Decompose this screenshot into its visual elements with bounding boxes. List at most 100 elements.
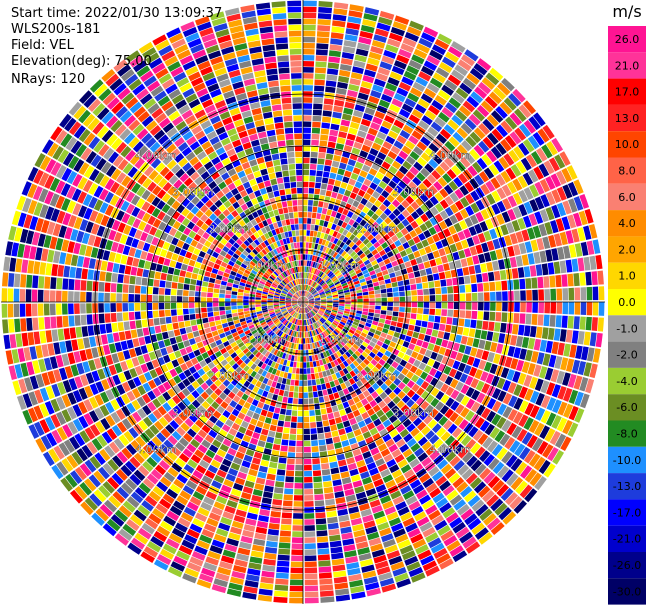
- range-gate: [303, 199, 308, 206]
- range-gate: [341, 439, 350, 448]
- range-gate: [280, 524, 292, 531]
- range-gate: [315, 219, 320, 226]
- range-gate: [371, 162, 381, 171]
- range-gate: [169, 260, 177, 268]
- range-gate: [477, 292, 484, 301]
- range-gate: [297, 350, 301, 356]
- range-gate: [443, 124, 456, 135]
- range-gate: [299, 332, 302, 338]
- range-gate: [191, 343, 199, 351]
- range-gate: [306, 292, 310, 298]
- range-gate: [225, 294, 231, 299]
- range-gate: [111, 273, 118, 283]
- range-gate: [255, 297, 261, 300]
- range-gate: [14, 318, 21, 333]
- range-gate: [481, 154, 493, 166]
- range-gate: [476, 273, 483, 283]
- range-gate: [315, 276, 319, 282]
- range-gate: [243, 293, 250, 297]
- range-gate: [114, 342, 123, 352]
- range-gate: [303, 115, 312, 121]
- range-gate: [354, 246, 361, 254]
- range-gate: [414, 325, 421, 333]
- range-gate: [515, 336, 524, 347]
- range-gate: [257, 594, 273, 602]
- range-gate: [561, 315, 568, 329]
- range-gate: [279, 530, 291, 537]
- range-gate: [183, 340, 191, 348]
- range-gate: [264, 552, 277, 560]
- range-gate: [327, 263, 333, 269]
- range-gate: [316, 31, 330, 38]
- range-gate: [393, 296, 400, 302]
- range-gate: [360, 227, 367, 235]
- range-gate: [220, 285, 227, 290]
- range-gate: [329, 216, 335, 223]
- range-gate: [316, 37, 330, 44]
- range-gate: [309, 286, 313, 292]
- range-gate: [541, 327, 549, 340]
- range-gate: [418, 182, 428, 193]
- range-gate: [116, 312, 123, 322]
- range-gate: [312, 236, 317, 243]
- range-gate: [181, 333, 189, 342]
- range-gate: [295, 368, 300, 374]
- range-gate: [359, 86, 371, 95]
- range-gate: [496, 291, 502, 301]
- range-gate: [405, 296, 412, 302]
- range-gate: [555, 274, 562, 288]
- range-gate: [390, 277, 397, 283]
- range-gate: [322, 246, 327, 253]
- range-gate: [327, 522, 339, 530]
- range-gate: [175, 261, 183, 270]
- range-gate: [345, 299, 351, 302]
- range-gate: [394, 270, 402, 277]
- range-gate: [317, 288, 323, 293]
- range-gate: [418, 71, 432, 82]
- range-gate: [517, 324, 525, 336]
- range-gate: [345, 231, 352, 239]
- range-gate: [303, 298, 308, 302]
- range-gate: [315, 378, 321, 385]
- range-gate: [585, 271, 592, 286]
- range-gate: [379, 125, 390, 135]
- range-gate: [296, 446, 303, 453]
- range-gate: [320, 128, 330, 135]
- range-gate: [381, 55, 395, 65]
- range-gate: [405, 171, 415, 181]
- range-gate: [177, 341, 185, 350]
- range-gate: [412, 264, 419, 272]
- range-gate: [74, 279, 81, 291]
- range-gate: [62, 290, 68, 302]
- range-gate: [309, 280, 313, 286]
- range-gate: [491, 128, 504, 142]
- range-gate: [385, 170, 395, 180]
- range-gate: [258, 588, 273, 596]
- range-gate: [304, 573, 318, 580]
- range-gate: [398, 81, 412, 92]
- range-gate: [439, 199, 449, 210]
- range-gate: [303, 48, 315, 55]
- range-gate: [306, 236, 310, 242]
- range-gate: [398, 150, 409, 160]
- range-gate: [322, 171, 330, 178]
- range-gate: [567, 273, 574, 287]
- range-gate: [321, 469, 331, 476]
- range-gate: [366, 252, 374, 259]
- range-gate: [366, 187, 375, 196]
- range-gate: [336, 137, 346, 145]
- range-gate: [379, 221, 388, 229]
- range-gate: [298, 338, 302, 344]
- range-gate: [316, 164, 324, 171]
- range-gate: [341, 113, 352, 121]
- range-gate: [304, 488, 314, 495]
- range-gate: [312, 206, 318, 213]
- range-gate: [396, 204, 406, 213]
- range-gate: [299, 374, 303, 380]
- range-gate: [369, 302, 375, 306]
- range-gate: [130, 266, 138, 276]
- range-gate: [435, 294, 442, 302]
- range-gate: [422, 314, 429, 321]
- range-gate: [393, 92, 406, 103]
- range-gate: [304, 549, 317, 556]
